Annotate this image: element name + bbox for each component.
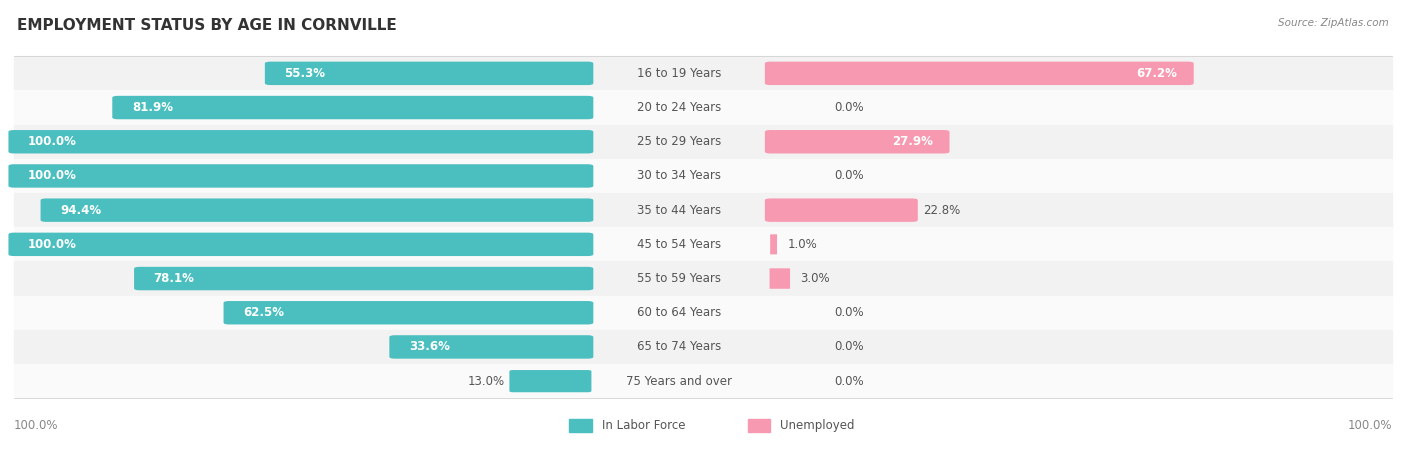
- Text: 20 to 24 Years: 20 to 24 Years: [637, 101, 721, 114]
- Text: 16 to 19 Years: 16 to 19 Years: [637, 67, 721, 80]
- Text: 62.5%: 62.5%: [243, 306, 284, 319]
- Text: 0.0%: 0.0%: [834, 170, 863, 182]
- Text: 3.0%: 3.0%: [800, 272, 830, 285]
- Text: 100.0%: 100.0%: [28, 238, 77, 251]
- Text: 81.9%: 81.9%: [132, 101, 173, 114]
- Bar: [748, 419, 770, 432]
- Text: 55.3%: 55.3%: [284, 67, 326, 80]
- Bar: [14, 125, 1392, 159]
- Bar: [14, 330, 1392, 364]
- Bar: [14, 296, 1392, 330]
- Text: 0.0%: 0.0%: [834, 341, 863, 353]
- FancyBboxPatch shape: [41, 198, 593, 222]
- Text: 100.0%: 100.0%: [14, 419, 59, 432]
- Text: 67.2%: 67.2%: [1136, 67, 1177, 80]
- Text: In Labor Force: In Labor Force: [602, 419, 685, 432]
- Text: 30 to 34 Years: 30 to 34 Years: [637, 170, 721, 182]
- Text: Unemployed: Unemployed: [780, 419, 855, 432]
- Bar: [14, 56, 1392, 90]
- Text: 33.6%: 33.6%: [409, 341, 450, 353]
- FancyBboxPatch shape: [134, 267, 593, 290]
- Text: 0.0%: 0.0%: [834, 101, 863, 114]
- Text: 60 to 64 Years: 60 to 64 Years: [637, 306, 721, 319]
- Text: 94.4%: 94.4%: [60, 204, 101, 216]
- FancyBboxPatch shape: [389, 335, 593, 359]
- FancyBboxPatch shape: [8, 164, 593, 188]
- Text: 55 to 59 Years: 55 to 59 Years: [637, 272, 721, 285]
- FancyBboxPatch shape: [765, 62, 1194, 85]
- Text: 1.0%: 1.0%: [787, 238, 818, 251]
- FancyBboxPatch shape: [509, 370, 592, 392]
- FancyBboxPatch shape: [765, 130, 949, 153]
- FancyBboxPatch shape: [770, 234, 778, 254]
- FancyBboxPatch shape: [769, 268, 790, 289]
- FancyBboxPatch shape: [264, 62, 593, 85]
- Bar: [569, 419, 592, 432]
- FancyBboxPatch shape: [112, 96, 593, 119]
- Bar: [14, 227, 1392, 261]
- Bar: [14, 90, 1392, 125]
- Bar: [14, 261, 1392, 296]
- FancyBboxPatch shape: [224, 301, 593, 324]
- Text: 13.0%: 13.0%: [468, 375, 505, 387]
- Bar: [14, 193, 1392, 227]
- FancyBboxPatch shape: [8, 130, 593, 153]
- Text: 25 to 29 Years: 25 to 29 Years: [637, 135, 721, 148]
- Text: 100.0%: 100.0%: [1347, 419, 1392, 432]
- Text: 100.0%: 100.0%: [28, 135, 77, 148]
- FancyBboxPatch shape: [8, 233, 593, 256]
- Text: 100.0%: 100.0%: [28, 170, 77, 182]
- Text: 35 to 44 Years: 35 to 44 Years: [637, 204, 721, 216]
- Text: 65 to 74 Years: 65 to 74 Years: [637, 341, 721, 353]
- Text: 0.0%: 0.0%: [834, 375, 863, 387]
- Text: 45 to 54 Years: 45 to 54 Years: [637, 238, 721, 251]
- Text: 75 Years and over: 75 Years and over: [626, 375, 733, 387]
- Bar: [14, 159, 1392, 193]
- Text: Source: ZipAtlas.com: Source: ZipAtlas.com: [1278, 18, 1389, 28]
- Text: 27.9%: 27.9%: [891, 135, 932, 148]
- Text: 22.8%: 22.8%: [924, 204, 960, 216]
- FancyBboxPatch shape: [765, 198, 918, 222]
- Text: EMPLOYMENT STATUS BY AGE IN CORNVILLE: EMPLOYMENT STATUS BY AGE IN CORNVILLE: [17, 18, 396, 33]
- Text: 78.1%: 78.1%: [153, 272, 194, 285]
- Text: 0.0%: 0.0%: [834, 306, 863, 319]
- Bar: [14, 364, 1392, 398]
